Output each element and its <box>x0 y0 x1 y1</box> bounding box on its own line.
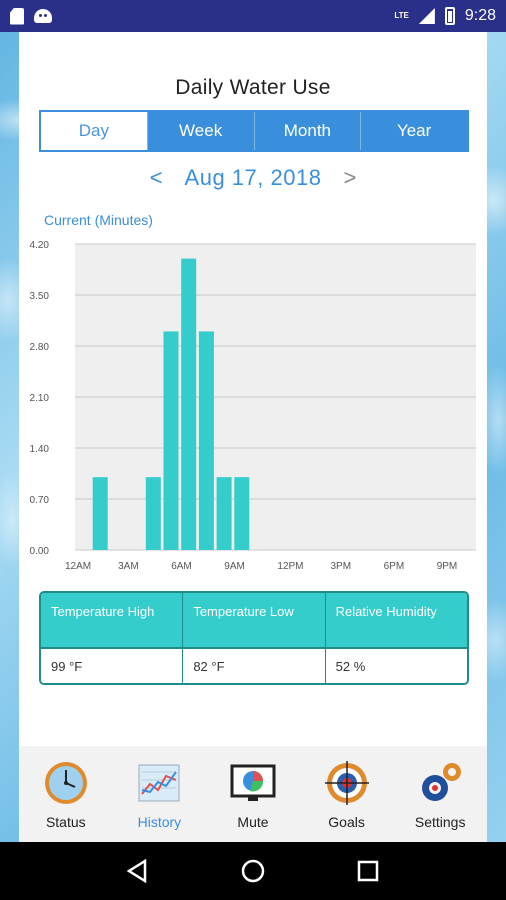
sd-card-icon <box>10 7 24 25</box>
y-tick-label: 2.10 <box>30 393 50 404</box>
network-type: LTE <box>394 11 409 20</box>
x-tick-label: 9PM <box>437 561 458 572</box>
weather-table: Temperature High Temperature Low Relativ… <box>39 591 469 685</box>
date-navigator: < Aug 17, 2018 > <box>19 163 487 193</box>
nav-settings[interactable]: Settings <box>393 746 487 842</box>
current-date: Aug 17, 2018 <box>184 165 322 190</box>
nav-status-label: Status <box>45 814 86 830</box>
x-tick-label: 3PM <box>331 561 352 572</box>
nav-mute[interactable]: Mute <box>206 746 300 842</box>
range-tabs: Day Week Month Year <box>39 110 469 152</box>
chart-bar <box>216 477 232 550</box>
chart-bar <box>198 331 214 550</box>
x-tick-label: 12AM <box>65 561 91 572</box>
value-temperature-low: 82 °F <box>182 649 324 683</box>
x-tick-label: 9AM <box>224 561 245 572</box>
target-icon <box>324 761 369 805</box>
chart-bar <box>234 477 250 550</box>
weather-value-row: 99 °F 82 °F 52 % <box>41 647 467 683</box>
x-tick-label: 6AM <box>171 561 192 572</box>
y-tick-label: 4.20 <box>30 240 50 251</box>
header-relative-humidity: Relative Humidity <box>324 593 467 647</box>
signal-icon <box>418 8 435 24</box>
chart-label: Current (Minutes) <box>44 212 153 228</box>
y-tick-label: 3.50 <box>30 291 50 302</box>
y-tick-label: 1.40 <box>30 444 50 455</box>
status-bar: LTE 9:28 <box>0 0 506 32</box>
android-icon <box>34 9 52 23</box>
x-tick-label: 6PM <box>384 561 405 572</box>
nav-history[interactable]: History <box>113 746 207 842</box>
tab-year[interactable]: Year <box>360 112 467 150</box>
previous-date-button[interactable]: < <box>149 165 163 190</box>
recents-icon[interactable] <box>355 858 381 884</box>
nav-goals-label: Goals <box>328 814 365 830</box>
tab-week[interactable]: Week <box>146 112 254 150</box>
y-tick-label: 0.00 <box>30 546 50 557</box>
chart-bar <box>163 331 179 550</box>
clock-icon <box>44 762 87 804</box>
bottom-navigation: Status History Mute G <box>19 746 487 842</box>
x-tick-label: 12PM <box>277 561 303 572</box>
nav-goals[interactable]: Goals <box>300 746 394 842</box>
clock-time: 9:28 <box>464 7 496 24</box>
y-tick-label: 2.80 <box>30 342 50 353</box>
back-icon[interactable] <box>125 858 151 884</box>
weather-header-row: Temperature High Temperature Low Relativ… <box>41 593 467 647</box>
nav-mute-label: Mute <box>237 814 269 830</box>
history-chart-icon <box>138 764 180 802</box>
home-icon[interactable] <box>240 858 266 884</box>
page-title: Daily Water Use <box>175 76 331 99</box>
nav-settings-label: Settings <box>414 814 466 830</box>
header-temperature-high: Temperature High <box>51 604 155 619</box>
value-relative-humidity: 52 % <box>324 649 467 683</box>
chart-bar <box>92 477 108 550</box>
gears-icon <box>422 763 462 801</box>
battery-icon <box>444 7 455 25</box>
nav-history-label: History <box>137 814 182 830</box>
value-temperature-high: 99 °F <box>51 659 83 674</box>
tab-month[interactable]: Month <box>253 112 361 150</box>
mute-monitor-icon <box>230 764 276 801</box>
chart-bar <box>145 477 161 550</box>
next-date-button[interactable]: > <box>343 165 357 190</box>
nav-status[interactable]: Status <box>19 746 113 842</box>
water-use-bar-chart: 0.00 0.70 1.40 2.10 2.80 3.50 4.20 12AM 3AM 6AM 9A… <box>30 240 476 572</box>
system-navigation-bar <box>0 842 506 900</box>
x-tick-label: 3AM <box>118 561 139 572</box>
y-tick-label: 0.70 <box>30 495 50 506</box>
main-card: Daily Water Use Day Week Month Year < Au… <box>19 32 487 746</box>
chart-bar <box>181 258 197 550</box>
tab-day[interactable]: Day <box>41 112 147 150</box>
header-temperature-low: Temperature Low <box>182 593 324 647</box>
